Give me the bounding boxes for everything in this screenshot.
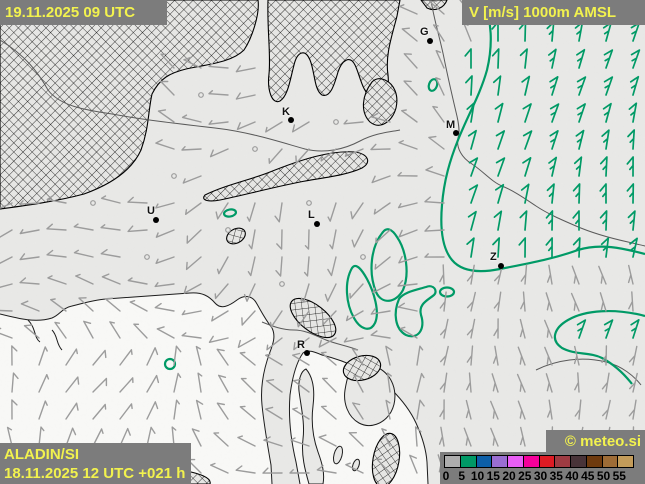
- wind-barbs: [0, 0, 641, 474]
- legend-swatch: [507, 455, 524, 468]
- legend-tick-label: 30: [533, 469, 548, 483]
- variable-overlay: V [m/s] 1000m AMSL: [462, 0, 645, 25]
- timestamp-overlay: 19.11.2025 09 UTC: [0, 0, 167, 25]
- legend-swatch: [522, 455, 540, 468]
- model-overlay: ALADIN/SI 18.11.2025 12 UTC +021 h: [0, 443, 191, 484]
- legend-swatch: [554, 455, 571, 468]
- legend-swatch: [491, 455, 508, 468]
- model-name-label: ALADIN/SI: [4, 446, 79, 463]
- legend-swatch: [570, 455, 587, 468]
- legend-swatch: [585, 455, 603, 468]
- city-label: G: [420, 26, 429, 38]
- legend-swatch: [444, 455, 461, 468]
- city-label: L: [308, 209, 315, 221]
- model-run-label: 18.11.2025 12 UTC +021 h: [4, 465, 186, 482]
- legend-tick-label: 5: [458, 469, 466, 483]
- city-label: Z: [490, 251, 497, 263]
- city-label: U: [147, 205, 155, 217]
- legend-tick-label: 20: [502, 469, 516, 483]
- city-label: R: [297, 339, 305, 351]
- legend-swatch: [475, 455, 493, 468]
- legend-tick-label: 45: [581, 469, 595, 483]
- valid-time-label: 19.11.2025 09 UTC: [5, 4, 136, 21]
- wind-speed-legend: 0 5 10 15 20 25 30 35 40 45 50 55: [440, 452, 645, 484]
- legend-tick-label: 55: [612, 469, 626, 483]
- legend-swatch: [601, 455, 619, 468]
- city-dot: [153, 217, 159, 223]
- copyright-label: © meteo.si: [564, 433, 641, 450]
- legend-tick-label: 35: [549, 469, 563, 483]
- legend-swatch: [538, 455, 556, 468]
- city-dot: [314, 221, 320, 227]
- legend-tick-label: 0: [442, 469, 450, 483]
- city-dot: [498, 263, 504, 269]
- legend-tick-label: 50: [596, 469, 611, 483]
- legend-swatch: [459, 455, 477, 468]
- risnjak-hatch: [289, 297, 337, 339]
- legend-color-bar: [444, 455, 634, 468]
- legend-tick-label: 25: [518, 469, 532, 483]
- variable-label: V [m/s] 1000m AMSL: [469, 4, 616, 21]
- city-dot: [288, 117, 294, 123]
- legend-tick-label: 15: [486, 469, 500, 483]
- legend-swatch: [617, 455, 634, 468]
- karawanken-ridge: [203, 151, 369, 202]
- legend-tick-label: 10: [470, 469, 485, 483]
- city-dot: [453, 130, 459, 136]
- country-borders: [0, 0, 645, 386]
- city-label: K: [282, 106, 290, 118]
- copyright-overlay: © meteo.si: [546, 430, 645, 453]
- isotach-contours: [163, 0, 645, 385]
- legend-tick-label: 40: [565, 469, 579, 483]
- city-dot: [304, 350, 310, 356]
- city-label: M: [446, 119, 456, 131]
- city-dot: [427, 38, 433, 44]
